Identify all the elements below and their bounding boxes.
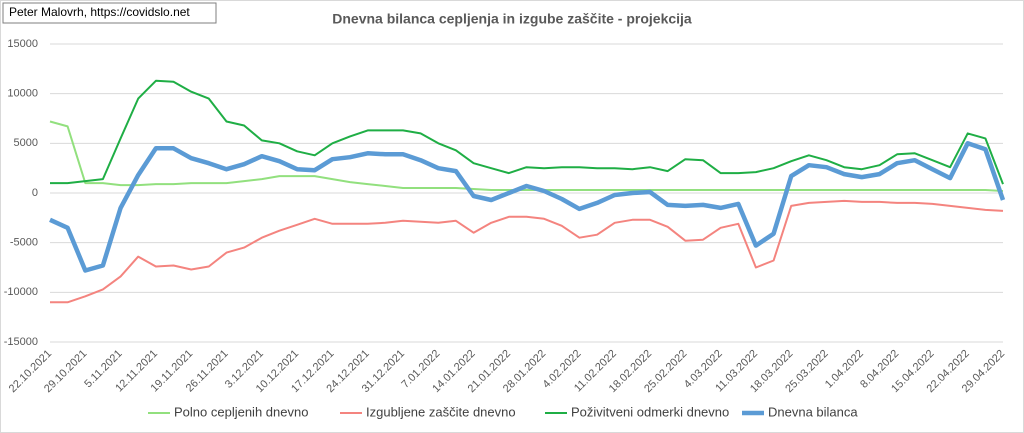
chart-title: Dnevna bilanca cepljenja in izgube zašči… [332, 11, 692, 27]
y-tick-label: 5000 [14, 137, 38, 149]
legend-label: Polno cepljenih dnevno [174, 404, 308, 419]
legend-label: Dnevna bilanca [768, 404, 858, 419]
series-line [50, 199, 1004, 304]
y-tick-label: -5000 [10, 237, 38, 249]
legend-label: Izgubljene zaščite dnevno [366, 404, 516, 419]
y-tick-label: -10000 [4, 286, 38, 298]
source-box [2, 2, 217, 24]
source: Peter Malovrh, https://covidslo.net [9, 5, 190, 19]
y-tick-label: -15000 [4, 336, 38, 348]
y-tick-label: 0 [32, 187, 38, 199]
y-tick-label: 15000 [7, 38, 38, 50]
series-line [49, 120, 1004, 192]
legend-label: Poživitveni odmerki dnevno [571, 404, 729, 419]
y-tick-label: 10000 [7, 88, 38, 100]
series-line [50, 79, 1004, 185]
series-line [49, 141, 1006, 273]
